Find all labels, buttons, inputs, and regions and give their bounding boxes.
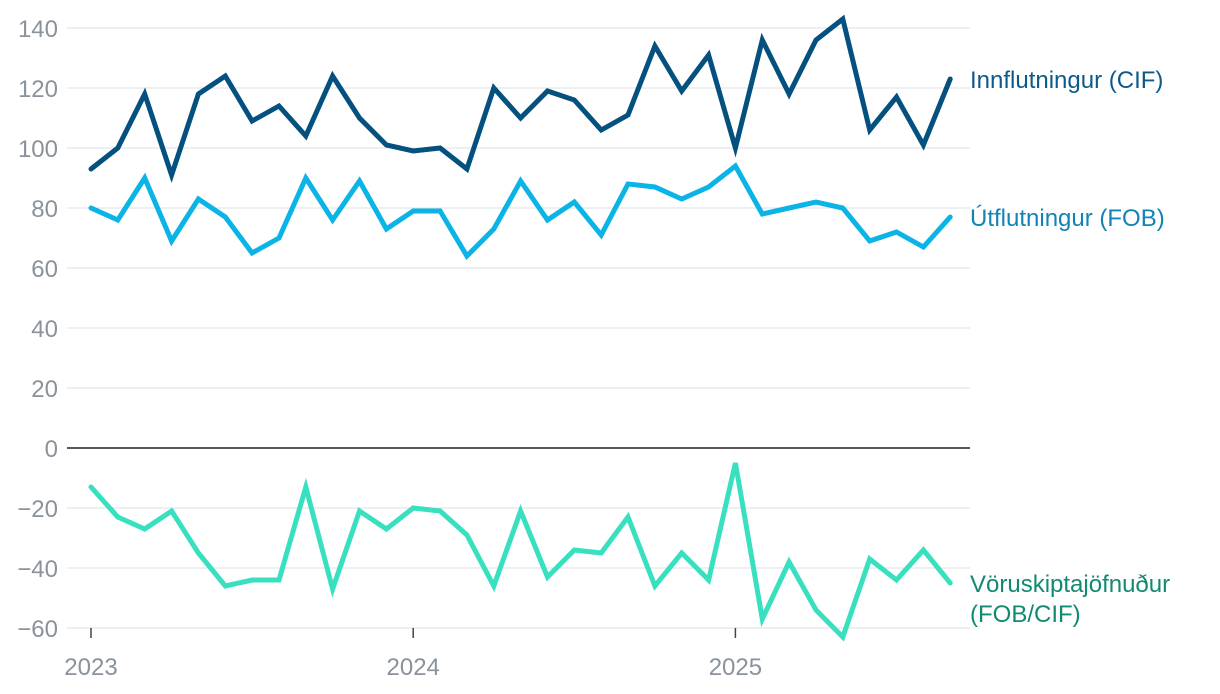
series-line-3: [88, 462, 953, 642]
series-label-1: Innflutningur (CIF): [970, 67, 1163, 94]
x-tick-label: 2023: [64, 654, 117, 681]
y-tick-label: −60: [17, 616, 58, 643]
series-label-line: Útflutningur (FOB): [970, 205, 1165, 232]
y-tick-label: 40: [31, 316, 58, 343]
x-tick-label: 2025: [709, 654, 762, 681]
series-line-1: [88, 14, 953, 183]
x-axis: 2023 2024 2025: [64, 628, 762, 681]
y-tick-label: 120: [18, 76, 58, 103]
series-label-line: Vöruskiptajöfnuður: [970, 571, 1170, 598]
gridlines: [67, 27, 970, 629]
y-axis: 140 120 100 80 60 40 20 0 −20 −40 −60: [17, 16, 58, 643]
series-label-line: (FOB/CIF): [970, 601, 1081, 628]
y-tick-label: 60: [31, 256, 58, 283]
series-label-2: Útflutningur (FOB): [970, 205, 1165, 232]
y-tick-label: 20: [31, 376, 58, 403]
y-tick-label: 0: [45, 436, 58, 463]
y-tick-label: 100: [18, 136, 58, 163]
series-label-3: Vöruskiptajöfnuður (FOB/CIF): [970, 571, 1170, 628]
series-lines: [88, 14, 953, 642]
y-tick-label: 140: [18, 16, 58, 43]
y-tick-label: −40: [17, 556, 58, 583]
series-labels: Innflutningur (CIF) Útflutningur (FOB) Vör…: [970, 67, 1170, 628]
y-tick-label: −20: [17, 496, 58, 523]
x-tick-label: 2024: [387, 654, 440, 681]
y-tick-label: 80: [31, 196, 58, 223]
series-label-line: Innflutningur (CIF): [970, 67, 1163, 94]
series-line-2: [88, 162, 953, 261]
